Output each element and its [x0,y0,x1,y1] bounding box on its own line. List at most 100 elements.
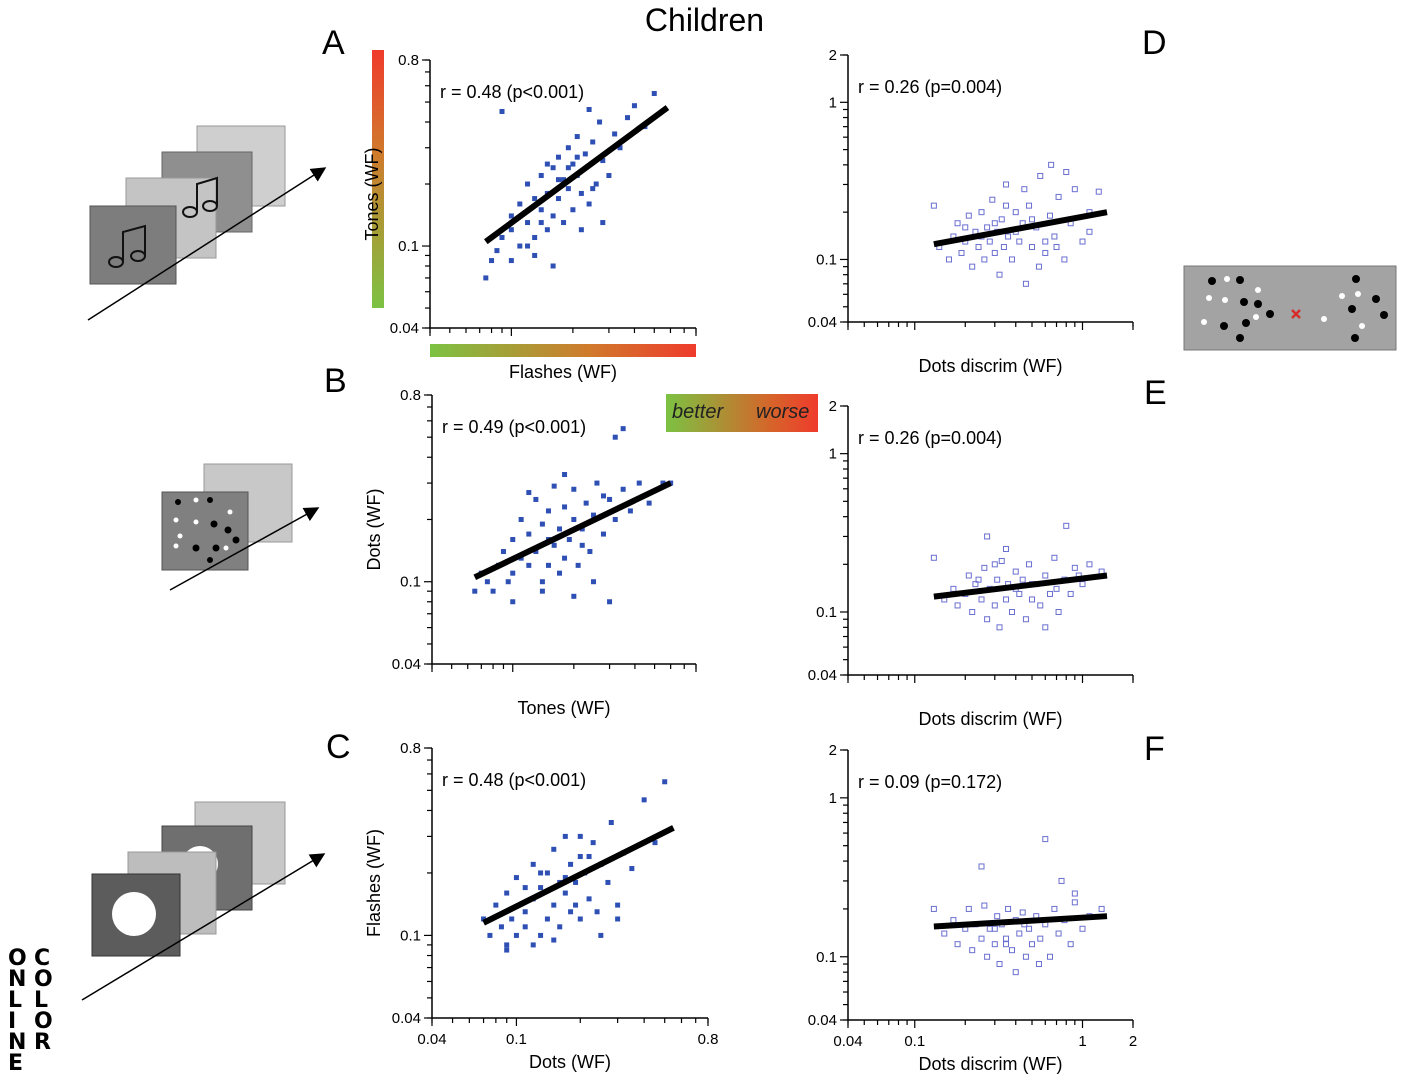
data-point [513,932,519,938]
chart-panel-e: 0.04 0.1 1 2 Dots discrim (WF) r = 0.26 (p=0.… [808,398,1134,729]
data-point [1079,581,1086,588]
data-point [586,896,592,902]
cross-icon [1291,309,1301,319]
flashes-colorbar [430,344,696,357]
data-point [1003,181,1010,188]
data-point [1063,169,1070,176]
data-point [1086,228,1093,235]
data-point [551,937,557,943]
chart-panel-b: 0.04 0.1 0.8 Tones (WF) Dots (WF) r = 0.49 (p… [364,387,697,718]
data-point [579,542,585,548]
data-point [539,588,545,594]
data-point [1003,596,1010,603]
data-point [550,165,556,171]
color-letter: O [34,967,53,992]
data-point [969,947,976,954]
data-point [996,624,1003,631]
data-point [577,916,583,922]
data-point [1035,263,1042,270]
data-point [565,145,571,151]
data-point [972,581,979,588]
data-point [566,537,572,543]
y-tick-label: 0.1 [400,927,421,944]
data-point [472,588,478,594]
tones-colorbar [372,50,384,308]
y-tick-label: 1 [829,94,837,111]
y-axis-label: Tones (WF) [362,147,382,240]
data-point [950,585,957,592]
data-point [574,154,580,160]
data-point [577,854,583,860]
data-point [582,151,588,157]
data-point [627,508,633,514]
data-point [538,870,544,876]
y-tick-label: 0.04 [392,656,421,673]
data-point [930,905,937,912]
data-point [509,916,515,922]
data-point [586,107,592,113]
data-point [551,483,557,489]
data-point [570,161,576,167]
data-point [568,909,574,915]
y-tick-label: 2 [829,398,837,415]
data-point [504,947,510,953]
data-point [986,238,993,245]
data-point [538,207,544,213]
data-point [994,576,1001,583]
y-tick-label: 2 [829,47,837,64]
chart-panel-f: 0.04 0.1 1 2 0.04 0.1 1 2 Dots discrim (WF) r = 0… [808,742,1137,1074]
correlation-annotation: r = 0.48 (p<0.001) [442,770,586,790]
flashes-stimulus-illustration [81,801,326,1001]
data-point [555,196,561,202]
data-point [565,186,571,192]
data-point [600,531,606,537]
correlation-annotation: r = 0.49 (p<0.001) [442,417,586,437]
data-point [631,103,637,109]
data-point [981,256,988,263]
data-point [530,861,536,867]
data-point [573,879,579,885]
data-point [950,917,957,924]
data-point [1016,930,1023,937]
data-point [1046,212,1053,219]
data-point [593,181,599,187]
data-point [1079,238,1086,245]
data-point [1042,572,1049,579]
data-point [504,890,510,896]
data-point [984,953,991,960]
data-point [965,572,972,579]
data-point [544,227,550,233]
legend-better-label: better [672,401,724,423]
data-point [1022,616,1029,623]
data-point [525,220,531,226]
data-point [1003,545,1010,552]
data-point [991,561,998,568]
data-point [986,925,993,932]
data-point [969,263,976,270]
data-point [612,516,618,522]
data-point [489,258,495,264]
data-point [1019,576,1026,583]
correlation-annotation: r = 0.26 (p=0.004) [858,428,1002,448]
correlation-annotation: r = 0.48 (p<0.001) [440,82,584,102]
x-axis-label: Tones (WF) [517,698,610,718]
data-point [978,935,985,942]
y-tick-label: 0.8 [400,740,421,757]
data-point [1029,941,1036,948]
data-point [539,521,545,527]
performance-legend: better worse [666,394,818,432]
regression-line [484,105,670,245]
data-point [545,508,551,514]
chart-panel-c: 0.04 0.1 0.8 0.04 0.1 0.8 Dots (WF) Flashes (WF… [364,740,718,1072]
data-point [594,480,600,486]
data-point [991,925,998,932]
data-point [577,833,583,839]
data-point [500,549,506,555]
data-point [1009,947,1016,954]
data-point [1005,905,1012,912]
data-point [508,227,514,233]
data-point [998,557,1005,564]
data-point [1003,202,1010,209]
data-point [555,177,561,183]
